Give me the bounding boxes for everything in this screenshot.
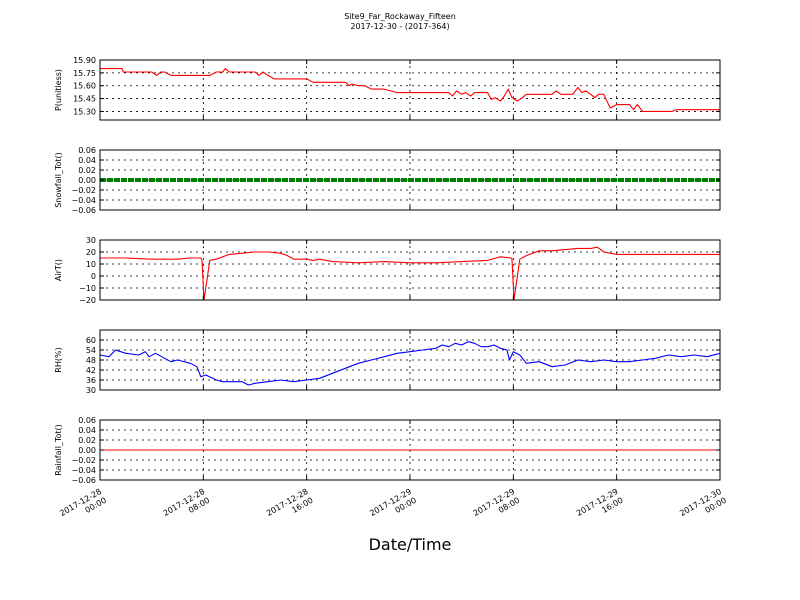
y-tick-label: −0.06	[71, 476, 96, 485]
y-axis-label: P(unitless)	[54, 69, 63, 111]
y-axis-label: RH(%)	[54, 347, 63, 372]
y-tick-label: 15.30	[73, 107, 96, 116]
y-tick-label: −0.02	[71, 456, 96, 465]
y-tick-label: −0.02	[71, 186, 96, 195]
y-tick-label: −0.04	[71, 196, 96, 205]
y-tick-label: 0.02	[78, 166, 96, 175]
y-tick-label: −0.06	[71, 206, 96, 215]
y-tick-label: 15.60	[73, 82, 96, 91]
x-tick-label: 2017-12-2900:00	[368, 487, 418, 527]
y-tick-label: 0.00	[78, 446, 96, 455]
y-axis-label: Snowfall_Tot()	[54, 152, 63, 208]
x-tick-label: 2017-12-3000:00	[678, 487, 728, 527]
subplot-2: −0.06−0.04−0.020.000.020.040.06 Snowfall_…	[54, 146, 721, 215]
y-tick-label: −0.04	[71, 466, 96, 475]
x-tick-labels: 2017-12-2800:00 2017-12-2808:00 2017-12-28…	[58, 487, 728, 527]
y-axis-label: Rainfall_Tot()	[54, 424, 63, 476]
y-tick-label: 30	[86, 386, 96, 395]
y-tick-label: 0.00	[78, 176, 96, 185]
y-tick-label: 0.06	[78, 416, 96, 425]
x-tick-label: 2017-12-2916:00	[575, 487, 625, 527]
y-tick-label: 0.02	[78, 436, 96, 445]
y-tick-label: 54	[86, 346, 96, 355]
x-tick-label: 2017-12-2908:00	[472, 487, 522, 527]
series-line	[100, 246, 720, 301]
subplot-5: −0.06−0.04−0.020.000.020.040.06 Rainfall_…	[54, 416, 721, 485]
y-tick-label: 36	[86, 376, 96, 385]
subplot-3: −20 −10 0 10 20 30 AirT()	[54, 236, 721, 305]
x-tick-label: 2017-12-2800:00	[58, 487, 108, 527]
y-tick-label: 20	[86, 248, 96, 257]
subplot-1: 15.30 15.45 15.60 15.75 15.90 P(unitless)	[54, 56, 721, 121]
x-tick-label: 2017-12-2808:00	[162, 487, 212, 527]
y-tick-label: 15.75	[73, 69, 96, 78]
y-tick-label: 0.06	[78, 146, 96, 155]
series-line	[99, 341, 721, 386]
y-tick-label: 30	[86, 236, 96, 245]
x-tick-label: 2017-12-2816:00	[265, 487, 315, 527]
y-tick-label: 15.90	[73, 56, 96, 65]
x-axis-label: Date/Time	[369, 535, 452, 554]
y-tick-label: 0	[91, 272, 96, 281]
y-axis-label: AirT()	[54, 259, 63, 281]
y-tick-label: 10	[86, 260, 96, 269]
y-tick-label: 0.04	[78, 156, 96, 165]
series-line	[100, 68, 720, 112]
subplots: 15.30 15.45 15.60 15.75 15.90 P(unitless) −0.0…	[54, 56, 721, 485]
y-tick-label: 60	[86, 336, 96, 345]
y-tick-label: 42	[86, 366, 96, 375]
y-tick-label: 0.04	[78, 426, 96, 435]
y-tick-label: 48	[86, 356, 96, 365]
y-tick-label: 15.45	[73, 95, 96, 104]
y-tick-label: −20	[79, 296, 96, 305]
figure-title-line2: 2017-12-30 - (2017-364)	[350, 22, 449, 31]
y-tick-label: −10	[79, 284, 96, 293]
figure-title-line1: Site9_Far_Rockaway_Fifteen	[344, 12, 456, 21]
